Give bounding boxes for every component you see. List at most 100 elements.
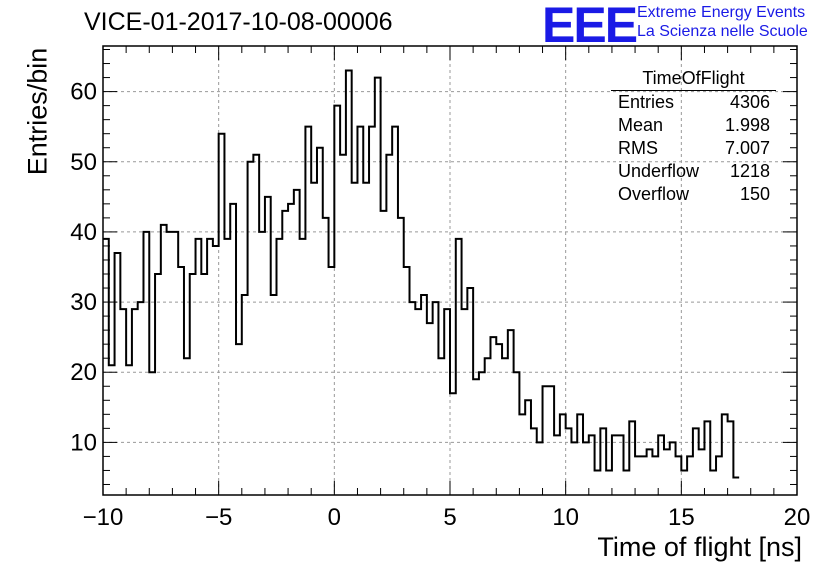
histogram-bin: [687, 456, 693, 457]
stats-label: Entries: [618, 92, 675, 112]
stats-row: Overflow 150: [611, 183, 776, 206]
x-axis-label: Time of flight [ns]: [597, 532, 802, 562]
histogram-bin: [392, 127, 398, 128]
histogram-bin: [462, 309, 468, 310]
histogram-bin: [554, 435, 560, 436]
histogram-bin: [450, 393, 456, 394]
x-tick-label: 0: [328, 504, 341, 531]
histogram-bin: [525, 400, 531, 401]
histogram-bin: [670, 442, 676, 443]
histogram-bin: [178, 267, 184, 268]
histogram-bin: [571, 442, 577, 443]
histogram-bin: [629, 421, 635, 422]
histogram-bin: [253, 155, 259, 156]
histogram-bin: [664, 449, 670, 450]
stats-title: TimeOfFlight: [611, 68, 776, 91]
histogram-bin: [722, 414, 728, 415]
histogram-bin: [161, 225, 167, 226]
y-tick-label: 20: [70, 359, 97, 386]
histogram-bin: [155, 274, 161, 275]
histogram-bin: [496, 344, 502, 345]
histogram-bin: [126, 365, 132, 366]
histogram-bin: [207, 239, 213, 240]
logo-caption: Extreme Energy Events La Scienza nelle S…: [637, 3, 808, 41]
histogram-bin: [444, 309, 450, 310]
histogram-bin: [600, 428, 606, 429]
histogram-bin: [132, 309, 138, 310]
histogram-bin: [433, 302, 439, 303]
histogram-bin: [641, 456, 647, 457]
histogram-bin: [595, 470, 601, 471]
stats-row: Underflow 1218: [611, 160, 776, 183]
histogram-bin: [323, 218, 329, 219]
stats-label: RMS: [618, 138, 658, 158]
histogram-bin: [699, 449, 705, 450]
histogram-bin: [398, 218, 404, 219]
histogram-bin: [230, 204, 236, 205]
histogram-bin: [710, 470, 716, 471]
histogram-bin: [138, 302, 144, 303]
histogram-bin: [577, 414, 583, 415]
stats-value: 4306: [729, 92, 770, 112]
histogram-bin: [473, 379, 479, 380]
histogram-bin: [693, 428, 699, 429]
stats-row: Entries 4306: [611, 91, 776, 114]
stats-value: 7.007: [724, 138, 770, 158]
histogram-bin: [415, 309, 421, 310]
logo-caption-line2: La Scienza nelle Scuole: [637, 23, 808, 40]
histogram-bin: [467, 288, 473, 289]
histogram-bin: [456, 239, 462, 240]
histogram-bin: [346, 71, 352, 72]
histogram-bin: [196, 239, 202, 240]
histogram-bin: [282, 211, 288, 212]
histogram-bin: [531, 428, 537, 429]
histogram-bin: [485, 358, 491, 359]
chart-title: VICE-01-2017-10-08-00006: [84, 8, 393, 36]
histogram-bin: [502, 358, 508, 359]
eee-logo: EEE: [542, 0, 638, 53]
histogram-bin: [219, 134, 225, 135]
histogram-bin: [543, 386, 549, 387]
histogram-bin: [120, 309, 126, 310]
y-tick-label: 10: [70, 429, 97, 456]
histogram-bin: [143, 232, 149, 233]
histogram-bin: [583, 442, 589, 443]
histogram-bin: [566, 428, 572, 429]
histogram-bin: [167, 232, 173, 233]
histogram-bin: [427, 323, 433, 324]
y-tick-label: 40: [70, 219, 97, 246]
histogram-bin: [213, 246, 219, 247]
y-tick-label: 50: [70, 149, 97, 176]
stats-value: 1218: [729, 161, 770, 181]
histogram-bin: [438, 358, 444, 359]
histogram-bin: [618, 435, 624, 436]
x-tick-label: 20: [784, 504, 811, 531]
histogram-bin: [519, 414, 525, 415]
histogram-bin: [271, 295, 277, 296]
histogram-bin: [624, 470, 630, 471]
x-tick-label: −10: [83, 504, 124, 531]
histogram-bin: [728, 421, 734, 422]
histogram-bin: [277, 239, 283, 240]
histogram-bin: [514, 372, 520, 373]
y-tick-label: 60: [70, 79, 97, 106]
x-tick-label: 15: [668, 504, 695, 531]
stats-box: TimeOfFlight Entries 4306 Mean 1.998 RMS 7.…: [611, 68, 776, 206]
histogram-bin: [704, 421, 710, 422]
histogram-bin: [733, 477, 739, 478]
histogram-bin: [716, 456, 722, 457]
logo-caption-line1: Extreme Energy Events: [637, 4, 806, 21]
histogram-bin: [265, 197, 271, 198]
histogram-bin: [548, 386, 554, 387]
histogram-bin: [184, 358, 190, 359]
histogram-bin: [115, 253, 121, 254]
histogram-bin: [479, 372, 485, 373]
histogram-bin: [369, 127, 375, 128]
histogram-bin: [537, 442, 543, 443]
histogram-bin: [305, 127, 311, 128]
histogram-bin: [375, 78, 381, 79]
histogram-bin: [340, 155, 346, 156]
histogram-bin: [288, 204, 294, 205]
histogram-bin: [109, 365, 115, 366]
histogram-bin: [381, 211, 387, 212]
